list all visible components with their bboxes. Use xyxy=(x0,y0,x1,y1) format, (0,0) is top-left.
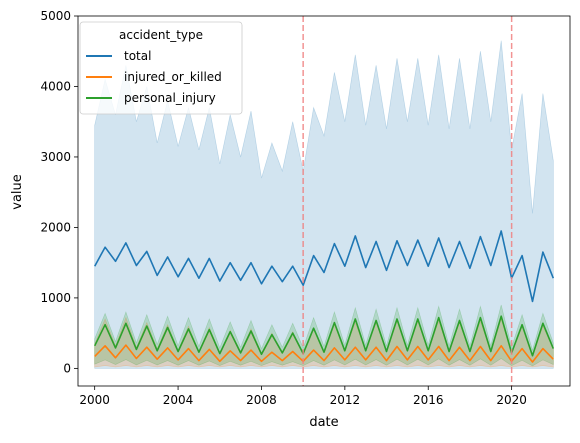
line-total xyxy=(93,230,555,303)
y-tick-label: 3000 xyxy=(40,150,71,164)
y-tick-label: 2000 xyxy=(40,220,71,234)
x-tick-label: 2000 xyxy=(79,393,110,407)
x-tick-label: 2012 xyxy=(330,393,361,407)
legend-label-injured_or_killed: injured_or_killed xyxy=(124,70,222,84)
y-axis-label: value xyxy=(10,174,25,210)
series-lines xyxy=(93,230,555,363)
y-tick-label: 0 xyxy=(63,361,71,375)
x-tick-label: 2004 xyxy=(163,393,194,407)
x-tick-label: 2020 xyxy=(496,393,527,407)
x-tick-label: 2016 xyxy=(413,393,444,407)
y-axis-ticks: 0 1000 2000 3000 4000 5000 xyxy=(40,9,78,375)
legend-label-personal_injury: personal_injury xyxy=(124,91,216,105)
x-axis-label: date xyxy=(309,415,338,430)
band-total xyxy=(94,40,554,369)
line-personal_injury xyxy=(93,315,555,357)
line-injured_or_killed xyxy=(94,344,554,363)
y-tick-label: 1000 xyxy=(40,291,71,305)
legend: accident_type total injured_or_killedpers… xyxy=(79,21,243,115)
legend-label-total: total xyxy=(124,49,151,63)
y-tick-label: 4000 xyxy=(40,79,71,93)
legend-title: accident_type xyxy=(119,28,203,42)
x-tick-label: 2008 xyxy=(246,393,277,407)
plot-frame xyxy=(77,15,571,387)
reference-lines xyxy=(302,16,513,386)
legend-box xyxy=(79,21,243,115)
y-tick-label: 5000 xyxy=(40,9,71,23)
x-axis-ticks: 2000 2004 2008 2012 2016 2020 xyxy=(79,386,527,407)
